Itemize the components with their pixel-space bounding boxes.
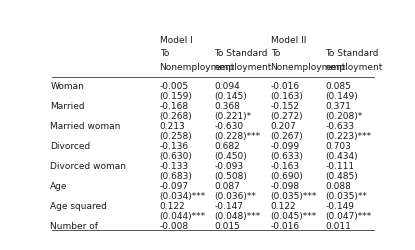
- Text: 0.015: 0.015: [214, 222, 240, 231]
- Text: 0.122: 0.122: [271, 202, 296, 211]
- Text: (0.034)***: (0.034)***: [160, 192, 206, 201]
- Text: (0.221)*: (0.221)*: [214, 112, 251, 121]
- Text: (0.208)*: (0.208)*: [325, 112, 363, 121]
- Text: -0.093: -0.093: [214, 162, 244, 171]
- Text: To: To: [271, 49, 280, 58]
- Text: (0.633): (0.633): [271, 152, 303, 161]
- Text: To Standard: To Standard: [325, 49, 379, 58]
- Text: 0.207: 0.207: [271, 122, 296, 131]
- Text: (0.159): (0.159): [160, 92, 193, 101]
- Text: 0.087: 0.087: [214, 182, 240, 191]
- Text: employment: employment: [325, 63, 383, 72]
- Text: Divorced: Divorced: [50, 142, 90, 151]
- Text: (0.044)***: (0.044)***: [160, 212, 206, 221]
- Text: -0.152: -0.152: [271, 102, 300, 111]
- Text: Model I: Model I: [160, 36, 193, 45]
- Text: 0.682: 0.682: [214, 142, 240, 151]
- Text: (0.228)***: (0.228)***: [214, 132, 261, 141]
- Text: -0.016: -0.016: [271, 82, 300, 91]
- Text: (0.035)**: (0.035)**: [325, 192, 367, 201]
- Text: (0.045)***: (0.045)***: [271, 212, 317, 221]
- Text: -0.163: -0.163: [271, 162, 300, 171]
- Text: (0.690): (0.690): [271, 172, 303, 181]
- Text: (0.258): (0.258): [160, 132, 193, 141]
- Text: (0.268): (0.268): [160, 112, 193, 121]
- Text: -0.111: -0.111: [325, 162, 354, 171]
- Text: 0.088: 0.088: [325, 182, 351, 191]
- Text: (0.035)***: (0.035)***: [271, 192, 317, 201]
- Text: -0.098: -0.098: [271, 182, 300, 191]
- Text: (0.450): (0.450): [214, 152, 247, 161]
- Text: (0.485): (0.485): [325, 172, 358, 181]
- Text: Married woman: Married woman: [50, 122, 121, 131]
- Text: (0.434): (0.434): [325, 152, 358, 161]
- Text: Married: Married: [50, 102, 85, 111]
- Text: Nonemployment: Nonemployment: [160, 63, 235, 72]
- Text: 0.368: 0.368: [214, 102, 240, 111]
- Text: (0.683): (0.683): [160, 172, 193, 181]
- Text: (0.149): (0.149): [325, 92, 358, 101]
- Text: 0.094: 0.094: [214, 82, 240, 91]
- Text: 0.371: 0.371: [325, 102, 351, 111]
- Text: To Standard: To Standard: [214, 49, 268, 58]
- Text: (0.163): (0.163): [271, 92, 303, 101]
- Text: Age squared: Age squared: [50, 202, 107, 211]
- Text: Nonemployment: Nonemployment: [271, 63, 346, 72]
- Text: -0.168: -0.168: [160, 102, 189, 111]
- Text: To: To: [160, 49, 169, 58]
- Text: -0.005: -0.005: [160, 82, 189, 91]
- Text: 0.085: 0.085: [325, 82, 351, 91]
- Text: (0.048)***: (0.048)***: [214, 212, 261, 221]
- Text: Woman: Woman: [50, 82, 84, 91]
- Text: -0.147: -0.147: [214, 202, 243, 211]
- Text: (0.508): (0.508): [214, 172, 247, 181]
- Text: -0.008: -0.008: [160, 222, 189, 231]
- Text: (0.145): (0.145): [214, 92, 247, 101]
- Text: Age: Age: [50, 182, 68, 191]
- Text: -0.633: -0.633: [325, 122, 354, 131]
- Text: -0.136: -0.136: [160, 142, 189, 151]
- Text: employment: employment: [214, 63, 272, 72]
- Text: (0.630): (0.630): [160, 152, 193, 161]
- Text: Model II: Model II: [271, 36, 306, 45]
- Text: -0.149: -0.149: [325, 202, 354, 211]
- Text: -0.097: -0.097: [160, 182, 189, 191]
- Text: 0.213: 0.213: [160, 122, 186, 131]
- Text: 0.122: 0.122: [160, 202, 185, 211]
- Text: -0.016: -0.016: [271, 222, 300, 231]
- Text: -0.099: -0.099: [271, 142, 300, 151]
- Text: Divorced woman: Divorced woman: [50, 162, 126, 171]
- Text: -0.630: -0.630: [214, 122, 244, 131]
- Text: (0.272): (0.272): [271, 112, 303, 121]
- Text: (0.223)***: (0.223)***: [325, 132, 371, 141]
- Text: (0.267): (0.267): [271, 132, 303, 141]
- Text: 0.703: 0.703: [325, 142, 351, 151]
- Text: -0.133: -0.133: [160, 162, 189, 171]
- Text: Number of: Number of: [50, 222, 98, 231]
- Text: (0.047)***: (0.047)***: [325, 212, 371, 221]
- Text: 0.011: 0.011: [325, 222, 351, 231]
- Text: (0.036)**: (0.036)**: [214, 192, 256, 201]
